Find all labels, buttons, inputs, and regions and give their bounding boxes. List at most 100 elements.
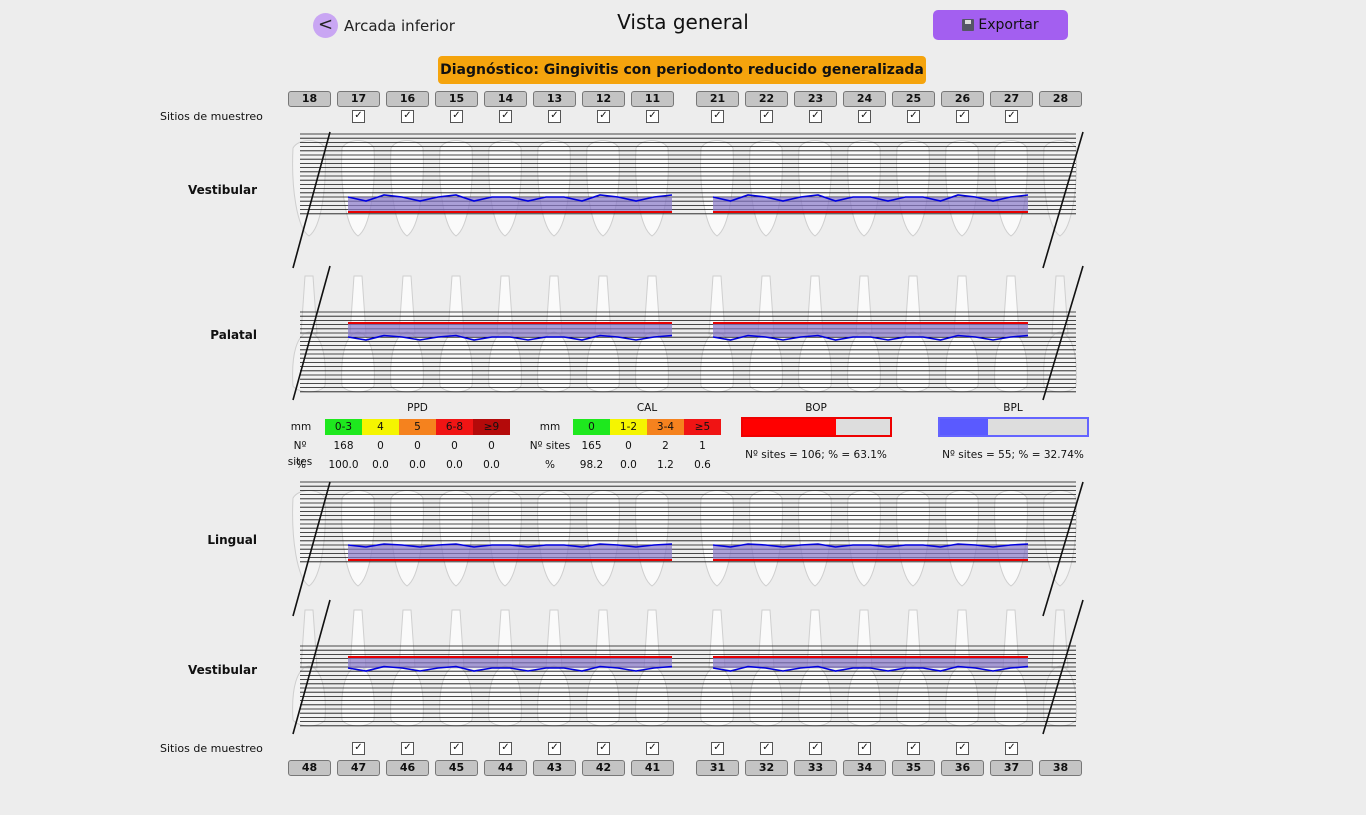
sampling-checkbox-41[interactable]: ✓ (646, 742, 659, 755)
tooth-number-16[interactable]: 16 (386, 91, 429, 107)
ppd-category-4: ≥9 (473, 419, 510, 435)
tooth-number-38[interactable]: 38 (1039, 760, 1082, 776)
sampling-checkbox-25[interactable]: ✓ (907, 110, 920, 123)
attachment-band (713, 657, 1028, 668)
tooth-shape (341, 490, 375, 587)
sampling-checkbox-46[interactable]: ✓ (401, 742, 414, 755)
sampling-checkbox-17[interactable]: ✓ (352, 110, 365, 123)
ppd-pct-2: 0.0 (409, 459, 426, 471)
left-boundary-line (292, 131, 331, 269)
sampling-checkbox-37[interactable]: ✓ (1005, 742, 1018, 755)
sampling-checkbox-43[interactable]: ✓ (548, 742, 561, 755)
sampling-checkbox-27[interactable]: ✓ (1005, 110, 1018, 123)
export-button[interactable]: Exportar (933, 10, 1068, 40)
tooth-shape (635, 490, 669, 587)
sampling-checkbox-13[interactable]: ✓ (548, 110, 561, 123)
probing-depth-line (347, 194, 673, 202)
sampling-checkbox-21[interactable]: ✓ (711, 110, 724, 123)
bop-text: Nº sites = 106; % = 63.1% (745, 449, 887, 461)
tooth-number-12[interactable]: 12 (582, 91, 625, 107)
tooth-number-37[interactable]: 37 (990, 760, 1033, 776)
probing-depth-line (712, 194, 1029, 202)
tooth-number-32[interactable]: 32 (745, 760, 788, 776)
tooth-number-34[interactable]: 34 (843, 760, 886, 776)
sampling-checkbox-16[interactable]: ✓ (401, 110, 414, 123)
ppd-pct-1: 0.0 (372, 459, 389, 471)
tooth-number-41[interactable]: 41 (631, 760, 674, 776)
tooth-number-21[interactable]: 21 (696, 91, 739, 107)
tooth-number-23[interactable]: 23 (794, 91, 837, 107)
tooth-shape (586, 490, 620, 587)
right-boundary-line (1042, 265, 1084, 401)
probing-depth-line (712, 543, 1029, 548)
tooth-number-31[interactable]: 31 (696, 760, 739, 776)
sampling-checkbox-47[interactable]: ✓ (352, 742, 365, 755)
sampling-checkbox-24[interactable]: ✓ (858, 110, 871, 123)
tooth-number-25[interactable]: 25 (892, 91, 935, 107)
tooth-number-33[interactable]: 33 (794, 760, 837, 776)
tooth-number-22[interactable]: 22 (745, 91, 788, 107)
probing-depth-line (712, 334, 1029, 341)
sampling-checkbox-44[interactable]: ✓ (499, 742, 512, 755)
pct-label: % (296, 459, 306, 471)
sampling-checkbox-31[interactable]: ✓ (711, 742, 724, 755)
sampling-checkbox-22[interactable]: ✓ (760, 110, 773, 123)
ppd-sites-2: 0 (414, 440, 421, 452)
sampling-checkbox-33[interactable]: ✓ (809, 742, 822, 755)
back-button[interactable]: < Arcada inferior (313, 13, 455, 38)
probing-depth-line (347, 665, 673, 672)
upper-vestibular-chart (292, 131, 1084, 269)
tooth-shape (488, 490, 522, 587)
left-boundary-line (292, 481, 331, 617)
sampling-checkbox-23[interactable]: ✓ (809, 110, 822, 123)
tooth-number-48[interactable]: 48 (288, 760, 331, 776)
cal-category-1: 1-2 (610, 419, 647, 435)
tooth-number-44[interactable]: 44 (484, 760, 527, 776)
ppd-category-1: 4 (362, 419, 399, 435)
cal-category-0: 0 (573, 419, 610, 435)
ppd-sites-0: 168 (333, 440, 354, 452)
attachment-band (348, 657, 672, 668)
tooth-number-47[interactable]: 47 (337, 760, 380, 776)
sampling-checkbox-12[interactable]: ✓ (597, 110, 610, 123)
diagnosis-banner: Diagnóstico: Gingivitis con periodonto r… (438, 56, 926, 84)
tooth-number-43[interactable]: 43 (533, 760, 576, 776)
tooth-number-18[interactable]: 18 (288, 91, 331, 107)
tooth-number-17[interactable]: 17 (337, 91, 380, 107)
tooth-number-27[interactable]: 27 (990, 91, 1033, 107)
sampling-checkbox-35[interactable]: ✓ (907, 742, 920, 755)
sampling-checkbox-14[interactable]: ✓ (499, 110, 512, 123)
lower-row1-label: Lingual (207, 533, 257, 547)
tooth-number-28[interactable]: 28 (1039, 91, 1082, 107)
tooth-number-35[interactable]: 35 (892, 760, 935, 776)
sampling-checkbox-26[interactable]: ✓ (956, 110, 969, 123)
sampling-checkbox-45[interactable]: ✓ (450, 742, 463, 755)
tooth-number-24[interactable]: 24 (843, 91, 886, 107)
sampling-checkbox-32[interactable]: ✓ (760, 742, 773, 755)
sampling-checkbox-36[interactable]: ✓ (956, 742, 969, 755)
attachment-band (713, 197, 1028, 212)
bop-bar (741, 417, 892, 437)
tooth-number-13[interactable]: 13 (533, 91, 576, 107)
tooth-number-46[interactable]: 46 (386, 760, 429, 776)
chevron-left-icon: < (313, 13, 338, 38)
ppd-sites-3: 0 (451, 440, 458, 452)
tooth-number-45[interactable]: 45 (435, 760, 478, 776)
bpl-text: Nº sites = 55; % = 32.74% (942, 449, 1084, 461)
tooth-shape (390, 490, 424, 587)
attachment-band (348, 197, 672, 212)
tooth-number-14[interactable]: 14 (484, 91, 527, 107)
tooth-number-42[interactable]: 42 (582, 760, 625, 776)
tooth-number-11[interactable]: 11 (631, 91, 674, 107)
tooth-shape (700, 490, 734, 587)
sampling-checkbox-34[interactable]: ✓ (858, 742, 871, 755)
sampling-checkbox-11[interactable]: ✓ (646, 110, 659, 123)
lower-row2-label: Vestibular (187, 663, 257, 677)
lower-vestibular-chart (292, 599, 1084, 735)
tooth-number-26[interactable]: 26 (941, 91, 984, 107)
sampling-checkbox-15[interactable]: ✓ (450, 110, 463, 123)
tooth-number-15[interactable]: 15 (435, 91, 478, 107)
sampling-checkbox-42[interactable]: ✓ (597, 742, 610, 755)
tooth-number-36[interactable]: 36 (941, 760, 984, 776)
cal-category-2: 3-4 (647, 419, 684, 435)
